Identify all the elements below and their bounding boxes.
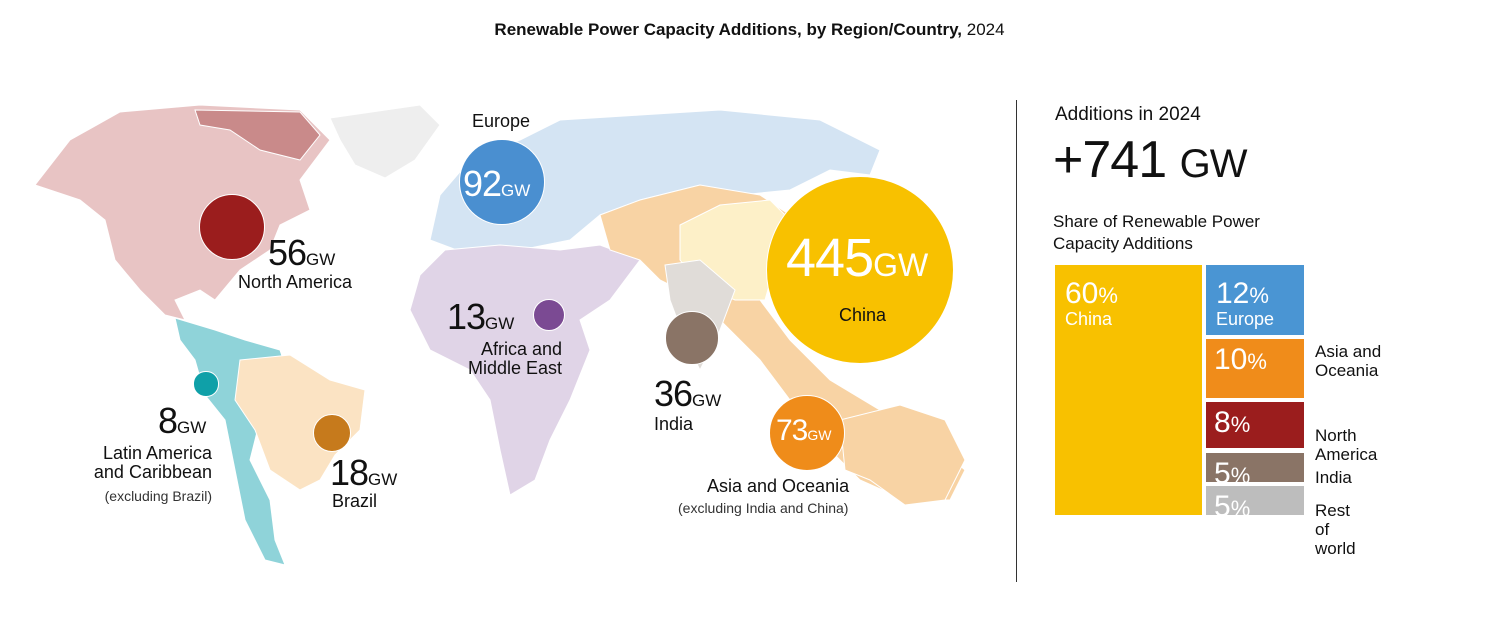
divider bbox=[1016, 100, 1017, 582]
africa-middle-east-region bbox=[409, 244, 641, 496]
china-value: 445 bbox=[786, 228, 874, 288]
treemap-cell-north-america: 8% bbox=[1206, 401, 1304, 449]
treemap-percent: 60% bbox=[1065, 277, 1118, 310]
treemap-percent: 5% bbox=[1214, 489, 1251, 523]
latam-name-1: Latin America bbox=[102, 443, 212, 463]
bubble-2 bbox=[766, 176, 954, 364]
label-china-value: 445GW bbox=[786, 230, 928, 287]
brazil-region bbox=[234, 354, 366, 491]
label-asia-value: 73GW bbox=[776, 415, 831, 447]
treemap-side-label: North America bbox=[1315, 426, 1378, 464]
latam-name-2: and Caribbean bbox=[93, 461, 212, 482]
europe-name: Europe bbox=[472, 111, 531, 131]
treemap-cell-asia-and-oceania: 10% bbox=[1206, 339, 1304, 398]
title-text: Renewable Power Capacity Additions, by R… bbox=[494, 20, 962, 39]
unit-label: GW bbox=[501, 181, 531, 200]
label-europe-value: 92GW bbox=[463, 165, 530, 203]
canada-arctic bbox=[194, 109, 321, 161]
chart-title: Renewable Power Capacity Additions, by R… bbox=[0, 20, 1499, 40]
na-name: North America bbox=[238, 272, 353, 292]
treemap-side-label: India bbox=[1315, 468, 1352, 488]
greenland bbox=[329, 104, 441, 179]
asia-value: 73 bbox=[776, 414, 808, 447]
north-america-region bbox=[34, 104, 331, 321]
africa-name-2: Middle East bbox=[467, 357, 562, 378]
europe-value: 92 bbox=[463, 163, 502, 204]
additions-heading: Additions in 2024 bbox=[1055, 104, 1201, 125]
label-latam-value: 8GW bbox=[158, 402, 206, 440]
unit-label: GW bbox=[485, 314, 515, 333]
africa-name: Africa and Middle East bbox=[452, 340, 562, 378]
share-heading-1: Share of Renewable Power bbox=[1053, 212, 1260, 231]
share-heading: Share of Renewable Power Capacity Additio… bbox=[1053, 211, 1260, 255]
treemap-side-label: Rest of world bbox=[1315, 501, 1356, 558]
asia-note: (excluding India and China) bbox=[678, 500, 849, 516]
label-europe: Europe bbox=[472, 112, 530, 132]
label-africa-value: 13GW bbox=[447, 298, 514, 336]
australia-region bbox=[839, 404, 966, 506]
unit-label: GW bbox=[692, 391, 722, 410]
label-brazil-value: 18GW bbox=[330, 454, 397, 492]
treemap-cell-china: 60% China bbox=[1055, 265, 1202, 515]
india-name: India bbox=[654, 414, 694, 434]
label-india-value: 36GW bbox=[654, 375, 721, 413]
additions-total: +741 GW bbox=[1053, 130, 1248, 190]
latam-value: 8 bbox=[158, 400, 178, 441]
label-north-america: 56GW bbox=[268, 234, 335, 272]
treemap-percent: 10% bbox=[1214, 343, 1267, 377]
unit-label: GW bbox=[368, 470, 398, 489]
unit-label: GW bbox=[306, 250, 336, 269]
bubble-4 bbox=[665, 311, 719, 365]
china-name: China bbox=[839, 305, 887, 325]
treemap-percent: 5% bbox=[1214, 456, 1251, 490]
brazil-name: Brazil bbox=[332, 491, 378, 511]
additions-value: +741 bbox=[1053, 131, 1167, 189]
na-value: 56 bbox=[268, 232, 307, 273]
treemap-side-label: Asia and Oceania bbox=[1315, 342, 1382, 380]
treemap-cell-india: 5% bbox=[1206, 452, 1304, 488]
additions-unit: GW bbox=[1179, 142, 1248, 186]
title-year: 2024 bbox=[966, 20, 1005, 39]
treemap-percent: 12% bbox=[1216, 277, 1269, 310]
unit-label: GW bbox=[177, 418, 207, 437]
treemap-label: China bbox=[1065, 309, 1113, 329]
bubble-6 bbox=[193, 371, 219, 397]
treemap-cell-rest-of-world: 5% bbox=[1206, 485, 1304, 521]
treemap-percent: 8% bbox=[1214, 405, 1251, 439]
bubble-7 bbox=[313, 414, 351, 452]
unit-label: GW bbox=[873, 247, 929, 283]
africa-value: 13 bbox=[447, 296, 486, 337]
bubble-5 bbox=[768, 394, 846, 472]
bubble-1 bbox=[198, 193, 266, 261]
india-value: 36 bbox=[654, 373, 693, 414]
africa-name-1: Africa and bbox=[480, 339, 562, 359]
unit-label: GW bbox=[807, 427, 832, 443]
treemap-cell-europe: 12% Europe bbox=[1206, 265, 1304, 336]
bubble-3 bbox=[532, 298, 566, 332]
europe-russia-region bbox=[429, 109, 881, 256]
latam-note: (excluding Brazil) bbox=[104, 488, 212, 504]
treemap-label: Europe bbox=[1216, 309, 1275, 329]
latam-name: Latin America and Caribbean bbox=[62, 444, 212, 482]
bubble-0 bbox=[459, 139, 545, 225]
brazil-value: 18 bbox=[330, 452, 369, 493]
share-heading-2: Capacity Additions bbox=[1053, 234, 1193, 254]
asia-name: Asia and Oceania bbox=[707, 476, 850, 496]
